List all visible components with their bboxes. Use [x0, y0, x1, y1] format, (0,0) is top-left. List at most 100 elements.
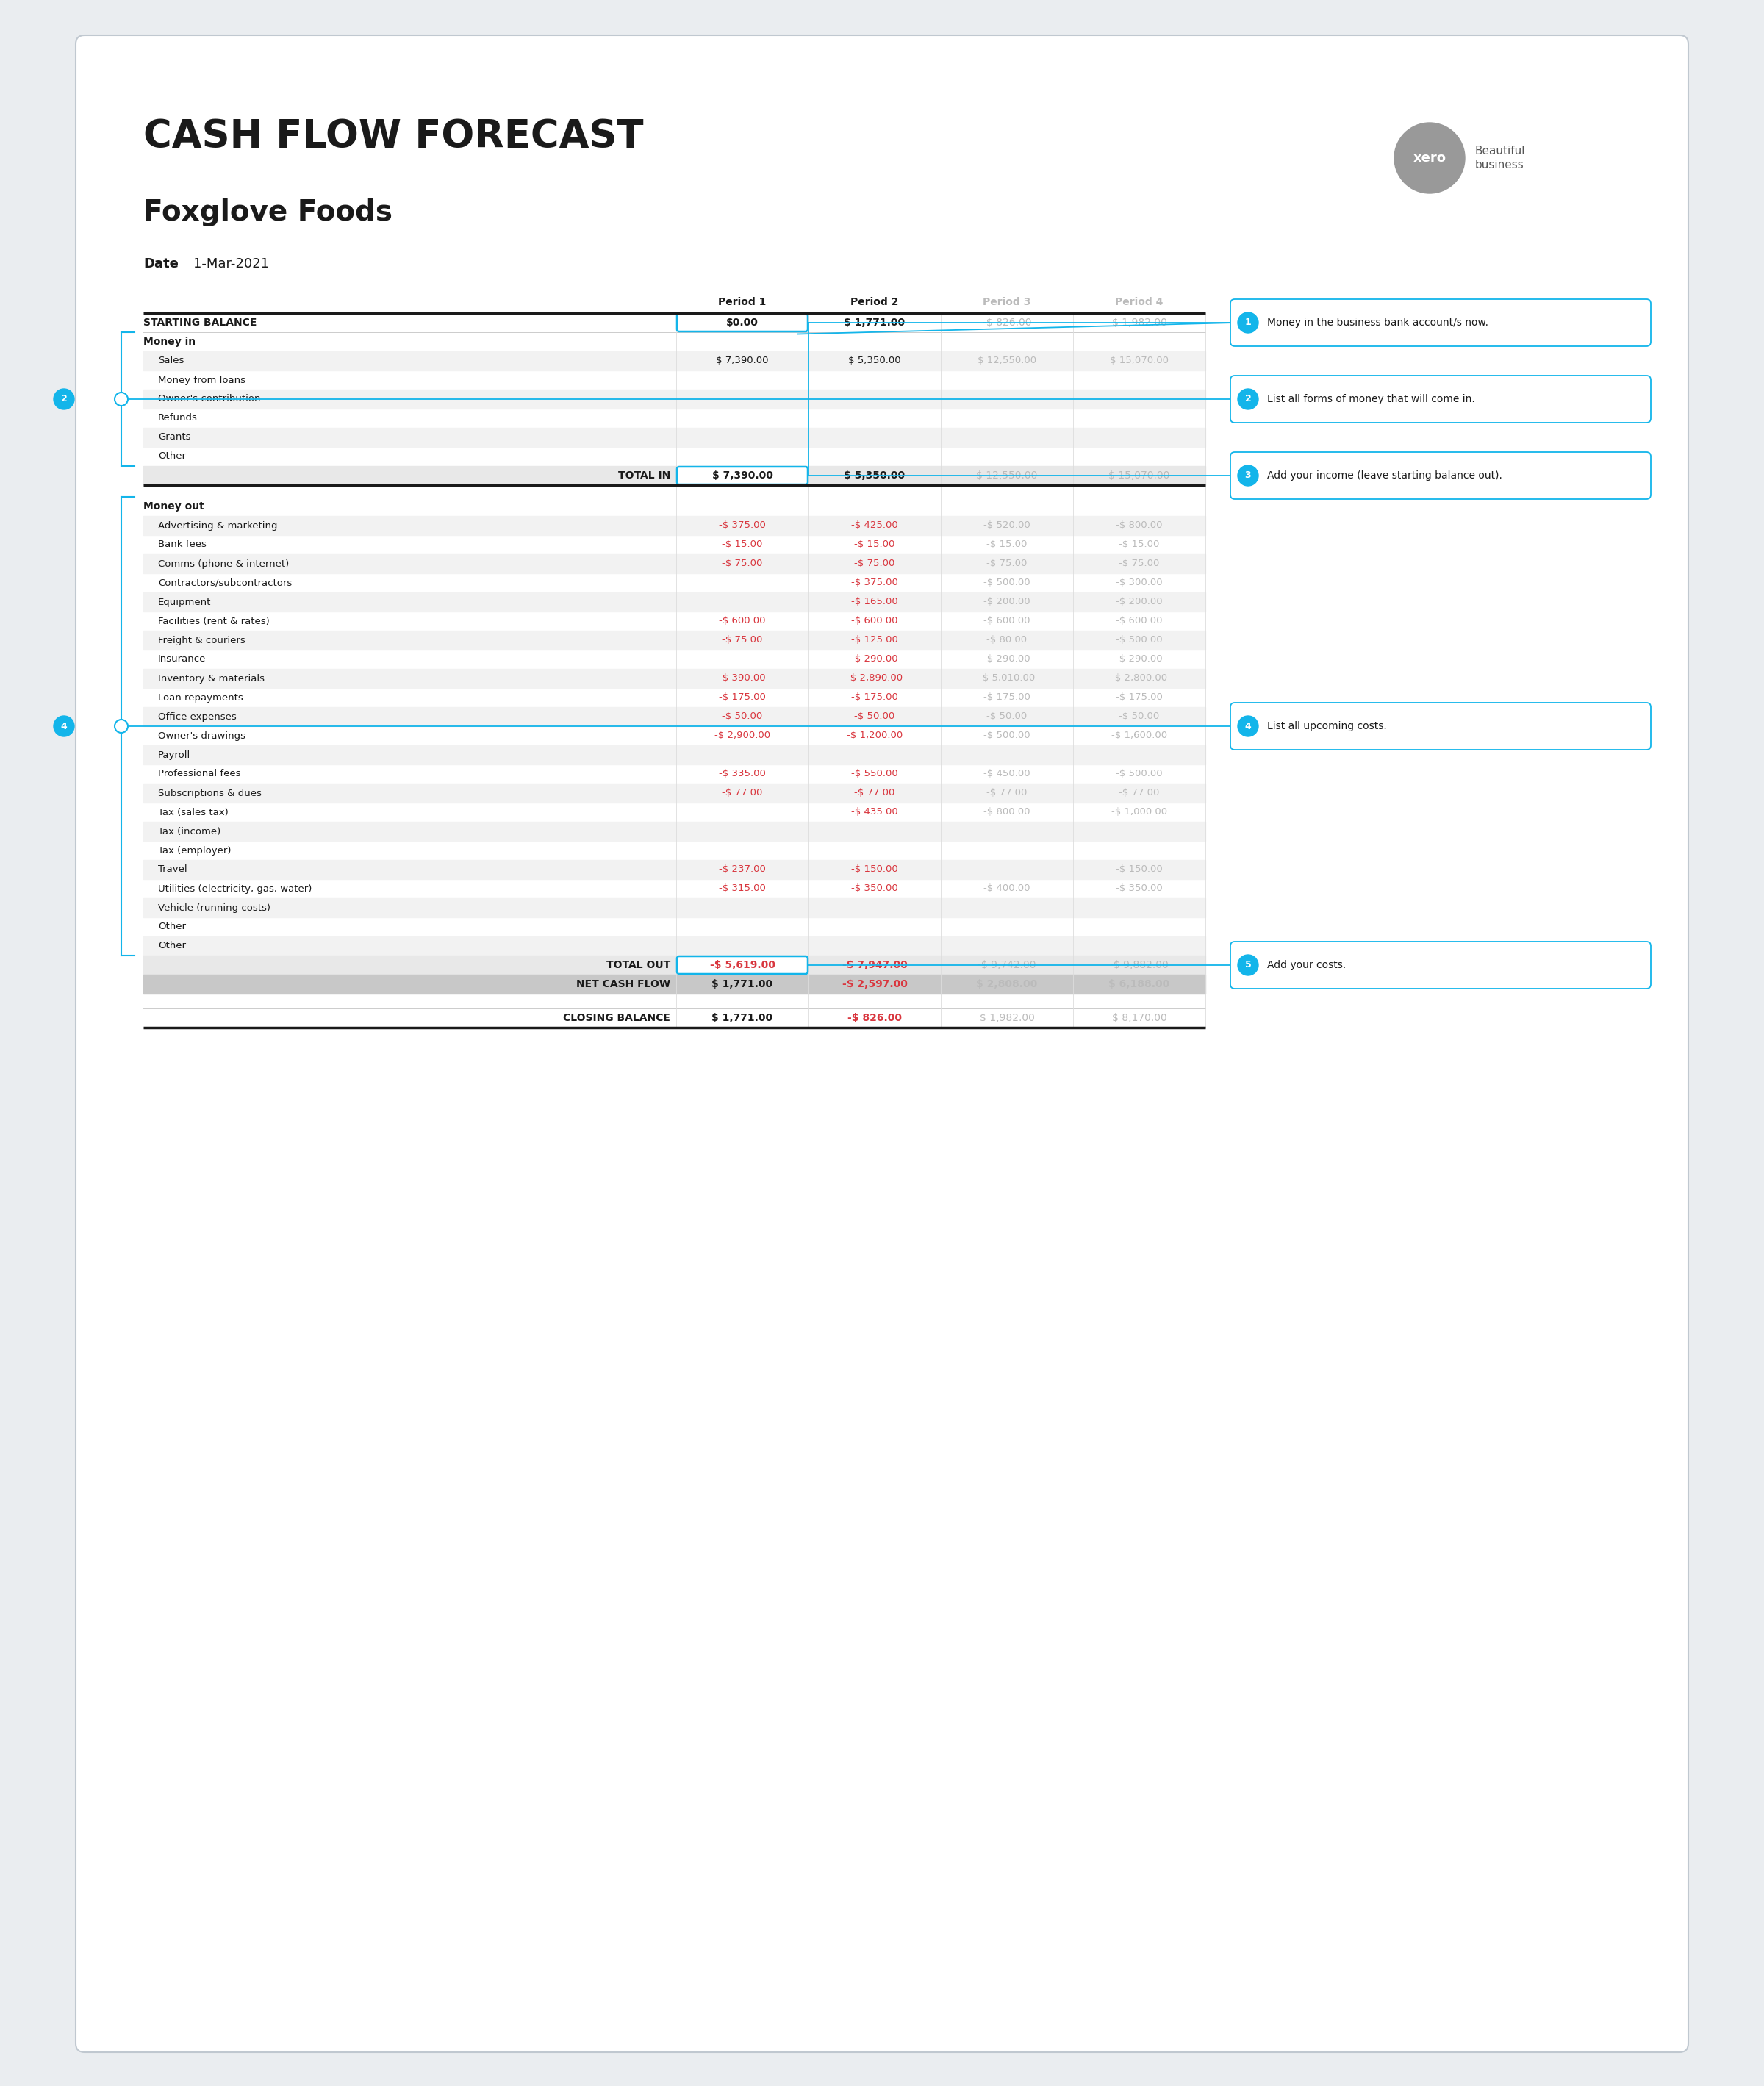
Bar — [143, 955, 1205, 974]
Text: -$ 175.00: -$ 175.00 — [852, 693, 898, 703]
Text: -$ 300.00: -$ 300.00 — [1117, 578, 1162, 588]
Text: Money in: Money in — [143, 336, 196, 346]
Text: -$ 50.00: -$ 50.00 — [854, 711, 894, 722]
Text: -$ 75.00: -$ 75.00 — [1118, 559, 1159, 569]
Text: Utilities (electricity, gas, water): Utilities (electricity, gas, water) — [159, 884, 312, 893]
Bar — [143, 515, 1205, 536]
Text: $ 7,390.00: $ 7,390.00 — [716, 357, 769, 365]
Text: TOTAL OUT: TOTAL OUT — [607, 960, 670, 970]
Text: -$ 200.00: -$ 200.00 — [984, 597, 1030, 607]
Text: -$ 175.00: -$ 175.00 — [1117, 693, 1162, 703]
Text: Other: Other — [159, 453, 185, 461]
Circle shape — [1238, 955, 1258, 976]
Text: Advertising & marketing: Advertising & marketing — [159, 522, 277, 530]
Text: -$ 800.00: -$ 800.00 — [1117, 522, 1162, 530]
Text: -$ 77.00: -$ 77.00 — [721, 789, 762, 797]
Circle shape — [115, 720, 129, 732]
Text: -$ 7,947.00: -$ 7,947.00 — [841, 960, 907, 970]
Text: Other: Other — [159, 922, 185, 932]
Text: -$ 800.00: -$ 800.00 — [984, 807, 1030, 818]
Text: -$ 237.00: -$ 237.00 — [720, 866, 766, 874]
Text: Period 1: Period 1 — [718, 296, 766, 307]
Text: Tax (income): Tax (income) — [159, 826, 220, 836]
Text: xero: xero — [1413, 152, 1446, 165]
Text: -$ 500.00: -$ 500.00 — [1117, 636, 1162, 645]
FancyBboxPatch shape — [677, 467, 808, 484]
Text: Money from loans: Money from loans — [159, 375, 245, 384]
FancyBboxPatch shape — [1231, 375, 1651, 423]
Bar — [143, 822, 1205, 841]
Text: CASH FLOW FORECAST: CASH FLOW FORECAST — [143, 117, 644, 156]
Text: Equipment: Equipment — [159, 597, 212, 607]
Bar — [143, 899, 1205, 918]
Text: $ 1,982.00: $ 1,982.00 — [1111, 317, 1166, 328]
Bar — [143, 630, 1205, 649]
Text: -$ 80.00: -$ 80.00 — [986, 636, 1027, 645]
Text: -$ 2,900.00: -$ 2,900.00 — [714, 730, 771, 741]
Text: -$ 50.00: -$ 50.00 — [1118, 711, 1159, 722]
FancyBboxPatch shape — [1231, 453, 1651, 499]
Text: -$ 500.00: -$ 500.00 — [1117, 770, 1162, 778]
Text: -$ 290.00: -$ 290.00 — [984, 655, 1030, 663]
Text: Money in the business bank account/s now.: Money in the business bank account/s now… — [1267, 317, 1489, 328]
Text: Add your costs.: Add your costs. — [1267, 960, 1346, 970]
Text: -$ 77.00: -$ 77.00 — [986, 789, 1027, 797]
Text: 2: 2 — [60, 394, 67, 405]
Text: -$ 5,619.00: -$ 5,619.00 — [709, 960, 774, 970]
Text: -$ 435.00: -$ 435.00 — [852, 807, 898, 818]
Text: 2: 2 — [1245, 394, 1251, 405]
Circle shape — [1238, 715, 1258, 736]
Text: Office expenses: Office expenses — [159, 711, 236, 722]
Text: $ 1,982.00: $ 1,982.00 — [979, 1014, 1034, 1022]
Text: -$ 175.00: -$ 175.00 — [720, 693, 766, 703]
Text: -$ 165.00: -$ 165.00 — [852, 597, 898, 607]
Text: -$ 826.00: -$ 826.00 — [847, 1014, 901, 1022]
Text: Bank fees: Bank fees — [159, 540, 206, 549]
Circle shape — [1238, 388, 1258, 409]
Text: -$ 600.00: -$ 600.00 — [984, 615, 1030, 626]
Bar — [143, 465, 1205, 486]
Circle shape — [53, 388, 74, 409]
Text: $ 2,808.00: $ 2,808.00 — [975, 978, 1037, 989]
FancyBboxPatch shape — [1231, 941, 1651, 989]
Text: Inventory & materials: Inventory & materials — [159, 674, 265, 684]
Text: $ 12,550.00: $ 12,550.00 — [975, 471, 1037, 480]
Bar — [143, 428, 1205, 446]
Text: Sales: Sales — [159, 357, 183, 365]
Text: -$ 600.00: -$ 600.00 — [852, 615, 898, 626]
Text: -$ 400.00: -$ 400.00 — [984, 884, 1030, 893]
Text: -$ 290.00: -$ 290.00 — [1117, 655, 1162, 663]
Circle shape — [53, 715, 74, 736]
Text: -$ 9,882.00: -$ 9,882.00 — [1110, 960, 1168, 970]
Text: NET CASH FLOW: NET CASH FLOW — [577, 978, 670, 989]
Text: Insurance: Insurance — [159, 655, 206, 663]
Text: List all forms of money that will come in.: List all forms of money that will come i… — [1267, 394, 1475, 405]
Text: Tax (sales tax): Tax (sales tax) — [159, 807, 228, 818]
Text: 1: 1 — [1245, 317, 1251, 328]
Text: -$ 600.00: -$ 600.00 — [1117, 615, 1162, 626]
Bar — [143, 350, 1205, 371]
Text: Tax (employer): Tax (employer) — [159, 845, 231, 855]
Text: $ 5,350.00: $ 5,350.00 — [845, 471, 905, 480]
Text: -$ 350.00: -$ 350.00 — [1117, 884, 1162, 893]
Text: $ 8,170.00: $ 8,170.00 — [1111, 1014, 1166, 1022]
Text: Foxglove Foods: Foxglove Foods — [143, 198, 392, 227]
Text: -$ 77.00: -$ 77.00 — [854, 789, 894, 797]
Bar — [143, 555, 1205, 574]
FancyBboxPatch shape — [677, 313, 808, 332]
Text: Owner's contribution: Owner's contribution — [159, 394, 261, 405]
Text: $0.00: $0.00 — [727, 317, 759, 328]
Text: Grants: Grants — [159, 432, 191, 442]
Circle shape — [115, 392, 129, 407]
Text: -$ 1,000.00: -$ 1,000.00 — [1111, 807, 1168, 818]
Text: -$ 450.00: -$ 450.00 — [984, 770, 1030, 778]
Text: $ 6,188.00: $ 6,188.00 — [1108, 978, 1170, 989]
Text: Date: Date — [143, 257, 178, 271]
Text: $ 1,771.00: $ 1,771.00 — [845, 317, 905, 328]
Bar — [143, 390, 1205, 409]
Bar — [143, 745, 1205, 763]
Text: Comms (phone & internet): Comms (phone & internet) — [159, 559, 289, 569]
Text: $ 15,070.00: $ 15,070.00 — [1108, 471, 1170, 480]
Text: -$ 125.00: -$ 125.00 — [852, 636, 898, 645]
Text: 4: 4 — [1245, 722, 1251, 730]
